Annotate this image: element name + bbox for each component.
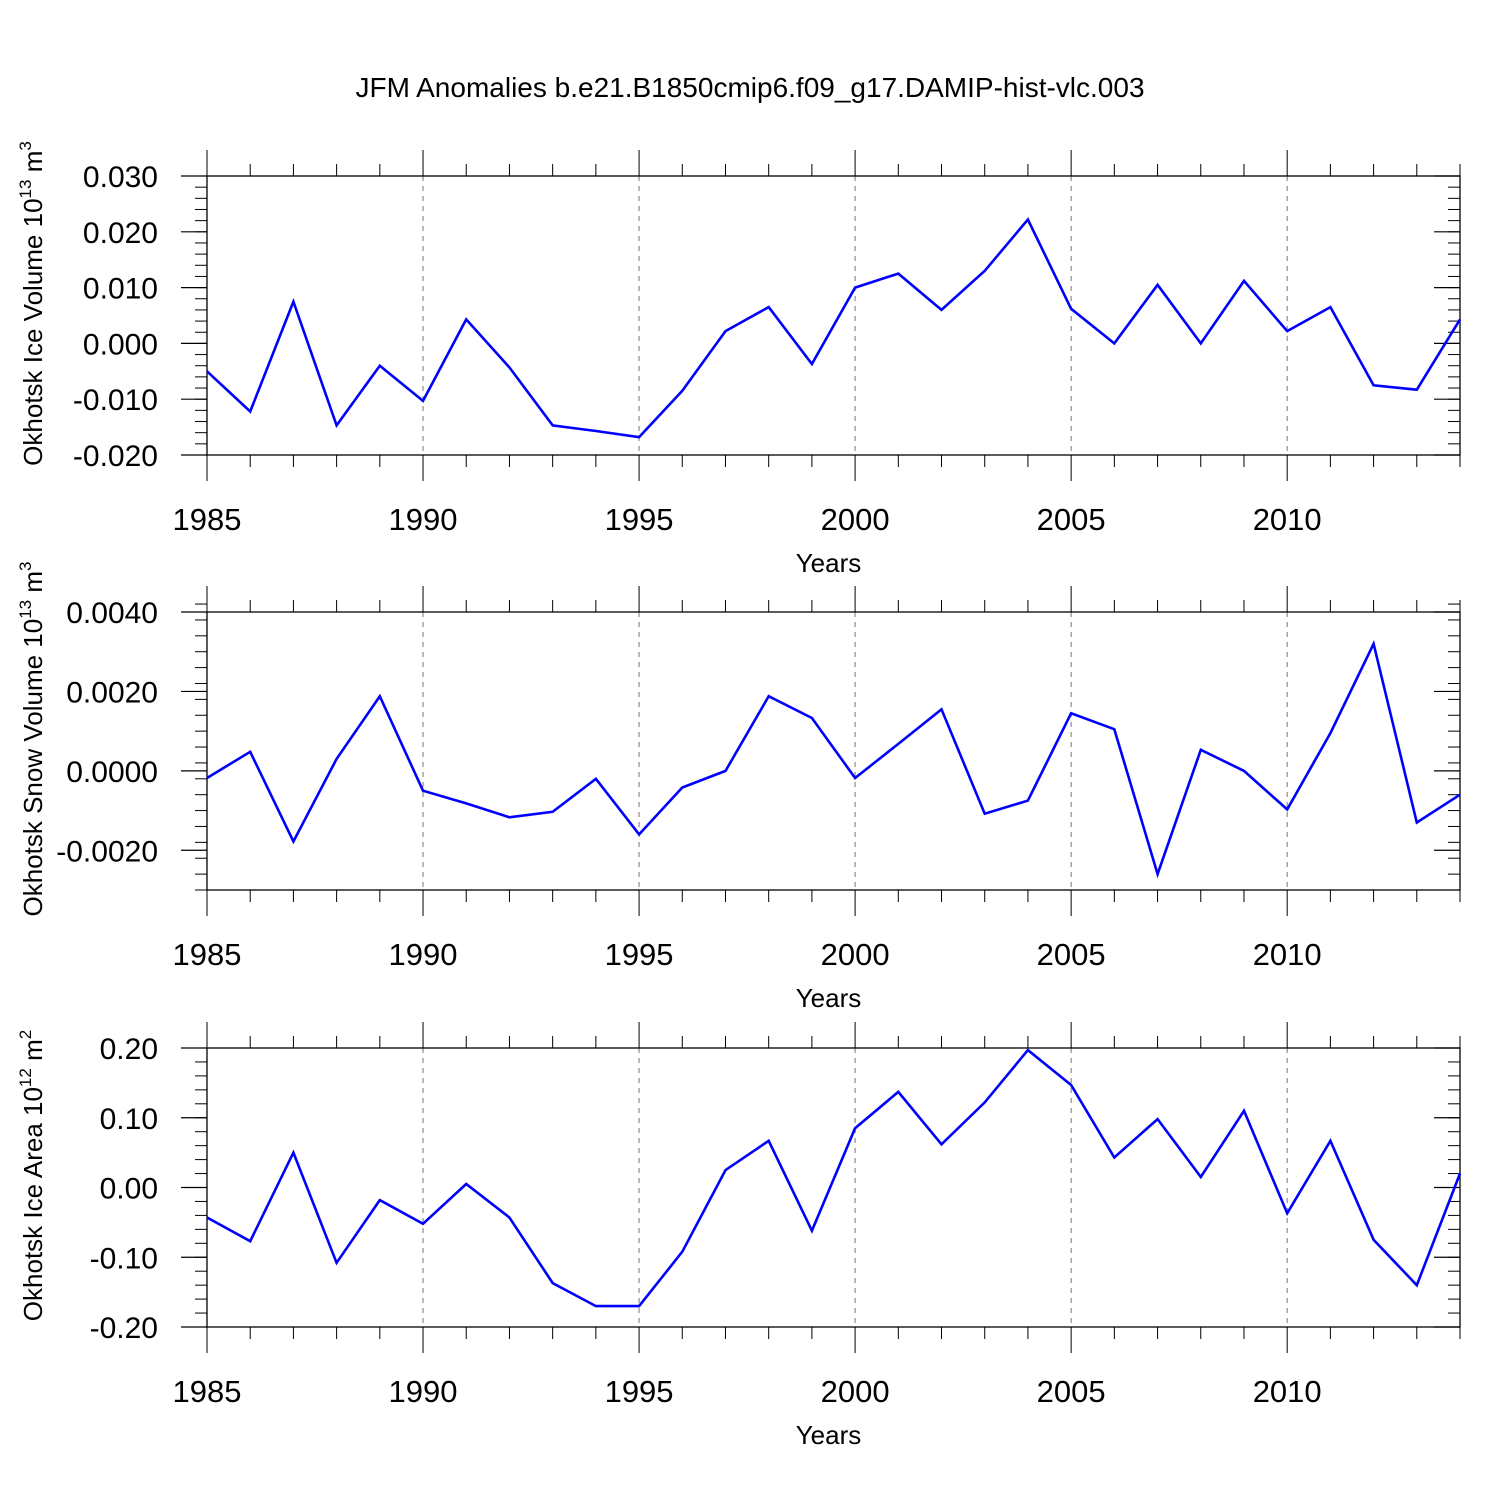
x-tick-label: 2010: [1253, 937, 1322, 972]
y-axis-label: Okhotsk Snow Volume 1013 m3: [16, 562, 48, 917]
plot-frame: [206, 175, 1461, 456]
plot-frame: [206, 1047, 1461, 1328]
y-tick-label: -0.020: [73, 440, 158, 473]
x-tick-label: 1990: [389, 1374, 458, 1409]
y-axis-label: Okhotsk Ice Area 1012 m2: [16, 1030, 48, 1321]
x-tick-label: 2000: [821, 937, 890, 972]
x-tick-label: 1990: [389, 502, 458, 537]
series-line-ice-area: [206, 1048, 1462, 1308]
x-tick-label: 2000: [821, 1374, 890, 1409]
y-tick-label: -0.010: [73, 384, 158, 417]
x-tick-label: 2005: [1037, 502, 1106, 537]
y-tick-label: -0.20: [90, 1312, 158, 1345]
y-tick-label: 0.0000: [66, 756, 158, 789]
x-tick-label: 1990: [389, 937, 458, 972]
plot-frame: [206, 611, 1461, 891]
y-tick-label: -0.10: [90, 1242, 158, 1275]
x-tick-label: 1995: [605, 1374, 674, 1409]
y-tick-label: -0.0020: [56, 835, 158, 868]
y-tick-label: 0.020: [83, 217, 158, 250]
y-tick-label: 0.010: [83, 273, 158, 306]
x-tick-label: 1995: [605, 937, 674, 972]
x-tick-label: 2010: [1253, 502, 1322, 537]
panel-snow-volume: -0.0020 0.0000 0.0020 0.0040 1985 1990 1995 200…: [16, 562, 1461, 1013]
y-tick-label: 0.00: [100, 1173, 158, 1206]
y-tick-label: 0.20: [100, 1033, 158, 1066]
x-axis-label: Years: [796, 983, 862, 1013]
figure-title: JFM Anomalies b.e21.B1850cmip6.f09_g17.D…: [355, 72, 1145, 103]
x-tick-label: 1985: [173, 1374, 242, 1409]
y-tick-label: 0.0020: [66, 676, 158, 709]
panel-ice-area: -0.20 -0.10 0.00 0.10 0.20 1985 1990 1995 2000 20…: [16, 1022, 1462, 1450]
x-tick-label: 2000: [821, 502, 890, 537]
y-tick-label: 0.000: [83, 328, 158, 361]
x-tick-label: 1995: [605, 502, 674, 537]
y-axis-label: Okhotsk Ice Volume 1013 m3: [16, 141, 48, 466]
x-axis-label: Years: [796, 1420, 862, 1450]
x-axis-label: Years: [796, 548, 862, 578]
panel-ice-volume: -0.020 -0.010 0.000 0.010 0.020 0.030 1985 1990…: [16, 141, 1462, 578]
y-tick-label: 0.10: [100, 1103, 158, 1136]
y-tick-label: 0.030: [83, 161, 158, 194]
x-tick-label: 2005: [1037, 1374, 1106, 1409]
x-tick-label: 2010: [1253, 1374, 1322, 1409]
x-tick-label: 1985: [173, 937, 242, 972]
x-tick-label: 1985: [173, 502, 242, 537]
x-tick-label: 2005: [1037, 937, 1106, 972]
series-line-snow-volume: [206, 639, 1461, 879]
series-line-ice-volume: [206, 217, 1462, 439]
y-tick-label: 0.0040: [66, 597, 158, 630]
